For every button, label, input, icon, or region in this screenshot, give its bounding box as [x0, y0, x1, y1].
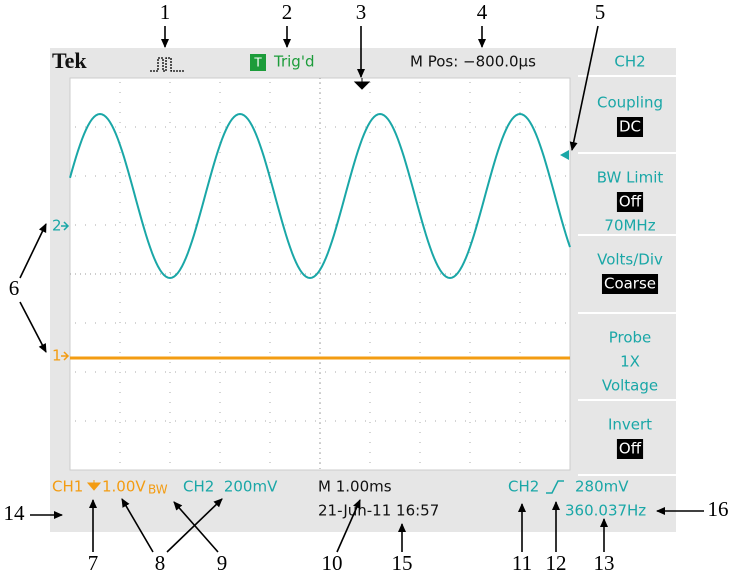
menu-value: Off: [619, 440, 642, 458]
callout-arrow: [569, 25, 599, 151]
menu-value: 1X: [620, 353, 640, 371]
menu-label: Volts/Div: [597, 251, 663, 269]
menu-value-highlight: [616, 439, 644, 459]
graticule: [70, 78, 570, 470]
ch2-marker-arrow: [61, 221, 70, 231]
menu-value: DC: [619, 118, 641, 136]
menu-label: BW Limit: [597, 169, 664, 187]
ch2-scale: CH2 200mV: [183, 478, 278, 496]
date-time: 21-Jun-11 16:57: [318, 502, 439, 520]
trigger-level-marker: [560, 150, 569, 160]
logo: Tek: [52, 48, 87, 73]
trigger-status: Trig'd: [273, 53, 314, 71]
menu-value: Voltage: [602, 377, 658, 395]
ch1-coupling-icon: [86, 480, 102, 491]
menu-value: Coarse: [604, 275, 656, 293]
callout-number: 4: [477, 0, 488, 24]
callout-number: 16: [708, 497, 729, 521]
menu-channel: CH2: [614, 53, 645, 71]
trigger-level: 280mV: [575, 478, 629, 496]
callout-number: 14: [4, 501, 26, 525]
callout-arrow: [19, 301, 47, 353]
callout-number: 10: [322, 551, 343, 575]
menu-value-highlight: [616, 192, 644, 212]
ch2-trace: [69, 112, 571, 280]
trigger-box: [250, 54, 266, 71]
side-menu: Coupling DC BW Limit Off 70MHz Volts/Div Coars…: [578, 75, 676, 476]
callout-arrow: [19, 223, 47, 279]
trigger-position-marker: [353, 78, 371, 90]
ch1-marker-arrow: [61, 351, 70, 361]
callout-number: 5: [595, 0, 606, 24]
callout-number: 7: [88, 551, 99, 575]
callout-arrow: [336, 499, 361, 553]
menu-value: Off: [619, 193, 642, 211]
trigger-source: CH2: [508, 478, 539, 496]
menu-value-highlight: [601, 274, 659, 294]
ch1-scale: 1.00V: [102, 478, 146, 496]
frequency: 360.037Hz: [565, 502, 646, 520]
menu-label: Invert: [608, 416, 652, 434]
callout-number: 1: [160, 0, 171, 24]
callout-arrow: [173, 501, 219, 553]
trigger-slope: [546, 480, 564, 494]
callout-number: 8: [155, 551, 166, 575]
menu-label: Coupling: [597, 94, 663, 112]
callout-number: 13: [594, 551, 615, 575]
callout-number: 15: [392, 551, 413, 575]
ch1-bw: BW: [148, 483, 168, 497]
ch2-marker: 2: [52, 217, 62, 235]
acquisition-icon: [150, 57, 185, 72]
callout-number: 6: [9, 276, 20, 300]
callout-number: 11: [512, 551, 532, 575]
callout-number: 12: [546, 551, 567, 575]
horizontal-position: M Pos: −800.0µs: [410, 53, 536, 71]
timebase: M 1.00ms: [318, 478, 392, 496]
trigger-box-label: T: [253, 56, 262, 70]
ch1-marker: 1: [52, 347, 62, 365]
callout-number: 3: [356, 0, 367, 24]
ch1-label: CH1: [52, 478, 83, 496]
callout-number: 9: [217, 551, 228, 575]
callout-number: 2: [282, 0, 293, 24]
menu-value-highlight: [616, 117, 644, 137]
menu-label: Probe: [609, 329, 652, 347]
callout-arrow: [121, 498, 154, 553]
menu-value: 70MHz: [604, 217, 655, 235]
